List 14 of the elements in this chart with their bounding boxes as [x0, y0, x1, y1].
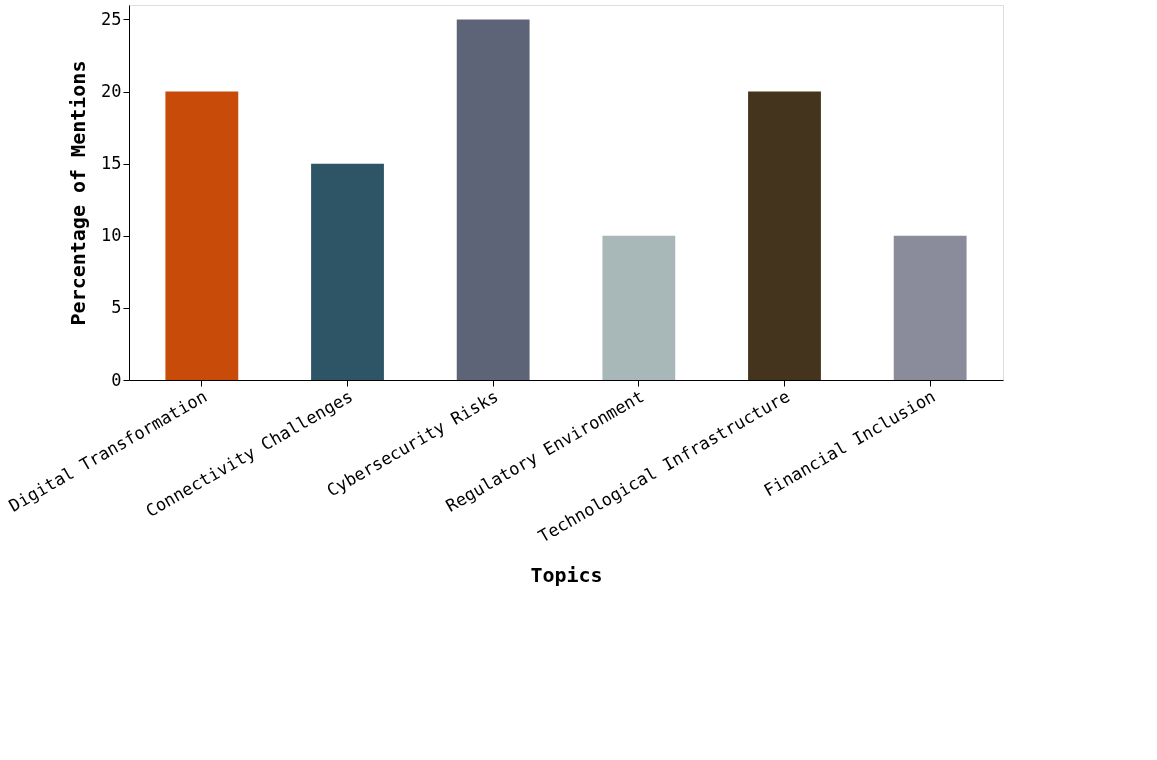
y-tick-label: 10 — [101, 225, 122, 246]
y-tick-label: 5 — [111, 297, 122, 318]
bar — [311, 163, 384, 380]
y-tick-label: 25 — [101, 8, 122, 29]
bar — [456, 19, 530, 380]
bar — [165, 91, 239, 380]
bar — [893, 235, 967, 380]
y-tick-label: 15 — [101, 153, 122, 174]
y-axis-title: Percentage of Mentions — [66, 60, 91, 326]
bar — [748, 91, 821, 380]
x-axis-title: Topics — [530, 562, 603, 587]
y-tick-label: 0 — [111, 369, 122, 390]
y-tick-label: 20 — [101, 81, 122, 102]
bar — [602, 235, 676, 380]
